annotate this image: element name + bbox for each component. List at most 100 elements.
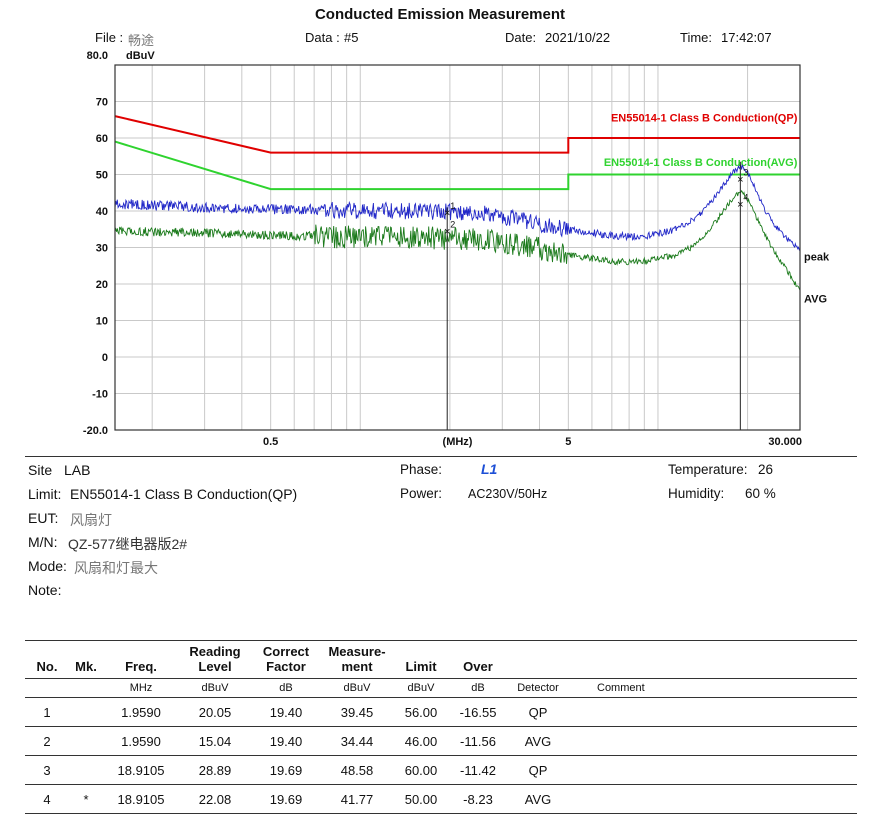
- table-cell: *: [69, 784, 103, 814]
- table-cell: 2: [25, 726, 69, 756]
- y-axis-tick-label: 20: [96, 279, 108, 291]
- y-axis-tick-label: 10: [96, 316, 108, 328]
- limit-value: EN55014-1 Class B Conduction(QP): [70, 486, 298, 502]
- table-cell: 28.89: [179, 755, 251, 785]
- column-unit: dBuV: [321, 678, 393, 698]
- y-axis-tick-label: 80.0: [87, 50, 108, 62]
- file-label: File :: [95, 30, 124, 45]
- table-cell: -16.55: [449, 697, 507, 727]
- table-cell: 60.00: [393, 755, 449, 785]
- model-number-value: QZ-577继电器版2#: [68, 536, 188, 552]
- table-cell: 41.77: [321, 784, 393, 814]
- column-header: [507, 640, 569, 679]
- data-value: #5: [344, 30, 359, 45]
- table-cell: [569, 755, 857, 785]
- limit-line: [114, 115, 800, 154]
- column-header: Measure- ment: [321, 640, 393, 679]
- plot-border: [114, 64, 801, 431]
- column-header: Mk.: [69, 640, 103, 679]
- column-unit: dBuV: [179, 678, 251, 698]
- marker-number: 1: [450, 201, 455, 211]
- column-header: Over: [449, 640, 507, 679]
- table-row: 3 18.9105 28.89 19.69 48.58 60.00 -11.42 QP: [25, 755, 857, 785]
- table-cell: 19.69: [251, 784, 321, 814]
- y-axis-tick-label: 50: [96, 170, 108, 182]
- date-value: 2021/10/22: [545, 30, 611, 45]
- column-header: [569, 640, 857, 679]
- table-cell: 19.69: [251, 755, 321, 785]
- column-unit: dBuV: [393, 678, 449, 698]
- temperature-label: Temperature:: [668, 462, 748, 477]
- table-cell: 39.45: [321, 697, 393, 727]
- date-label: Date:: [505, 30, 537, 45]
- file-value: 畅途: [128, 33, 155, 48]
- x-axis-unit-label: (MHz): [443, 436, 473, 448]
- data-label: Data :: [305, 30, 340, 45]
- column-unit: Detector: [507, 678, 569, 698]
- column-unit: [25, 678, 69, 698]
- x-axis-tick-label: 30.000: [768, 436, 802, 448]
- table-cell: 3: [25, 755, 69, 785]
- table-cell: 18.9105: [103, 755, 179, 785]
- y-axis-tick-label: -20.0: [83, 425, 108, 437]
- eut-label: EUT:: [28, 510, 59, 526]
- table-row: 4 * 18.9105 22.08 19.69 41.77 50.00 -8.23 AVG: [25, 784, 857, 814]
- model-number-label: M/N:: [28, 534, 58, 550]
- table-cell: 20.05: [179, 697, 251, 727]
- column-unit: Comment: [569, 678, 857, 698]
- y-axis-tick-label: 40: [96, 206, 108, 218]
- table-cell: 19.40: [251, 697, 321, 727]
- y-axis-unit-label: dBuV: [126, 50, 155, 62]
- marker-number: 4: [743, 193, 748, 203]
- table-cell: 56.00: [393, 697, 449, 727]
- y-axis-tick-label: 0: [102, 352, 108, 364]
- table-cell: 1.9590: [103, 726, 179, 756]
- table-cell: 1.9590: [103, 697, 179, 727]
- table-cell: 18.9105: [103, 784, 179, 814]
- humidity-label: Humidity:: [668, 486, 725, 501]
- site-value: LAB: [64, 462, 91, 478]
- marker-number: 2: [450, 219, 455, 229]
- table-cell: AVG: [507, 784, 569, 814]
- eut-value: 风扇灯: [70, 512, 112, 528]
- table-units-row: MHz dBuV dB dBuV dBuV dB Detector Comment: [25, 678, 857, 698]
- table-cell: [569, 726, 857, 756]
- x-axis-tick-label: 0.5: [263, 436, 278, 448]
- table-cell: 1: [25, 697, 69, 727]
- limit-label: Limit:: [28, 486, 62, 502]
- table-cell: [569, 784, 857, 814]
- limit-line-label: EN55014-1 Class B Conduction(QP): [611, 113, 798, 125]
- time-label: Time:: [680, 30, 713, 45]
- table-row: 1 1.9590 20.05 19.40 39.45 56.00 -16.55 QP: [25, 697, 857, 727]
- marker-x-icon: ×: [737, 199, 743, 211]
- mode-value: 风扇和灯最大: [74, 560, 158, 576]
- column-header: Correct Factor: [251, 640, 321, 679]
- time-value: 17:42:07: [721, 30, 772, 45]
- table-cell: 4: [25, 784, 69, 814]
- column-unit: dB: [449, 678, 507, 698]
- humidity-value: 60 %: [745, 486, 776, 501]
- y-axis-tick-label: 70: [96, 97, 108, 109]
- table-cell: -11.56: [449, 726, 507, 756]
- power-value: AC230V/50Hz: [468, 487, 548, 501]
- column-header: Limit: [393, 640, 449, 679]
- table-cell: 34.44: [321, 726, 393, 756]
- x-axis-tick-label: 5: [565, 436, 571, 448]
- table-cell: [569, 697, 857, 727]
- column-header: Freq.: [103, 640, 179, 679]
- divider-line: [25, 456, 857, 457]
- trace-AVG: [114, 189, 801, 291]
- table-cell: 15.04: [179, 726, 251, 756]
- marker-x-icon: ×: [737, 174, 743, 186]
- table-cell: [69, 697, 103, 727]
- table-row: 2 1.9590 15.04 19.40 34.44 46.00 -11.56 AVG: [25, 726, 857, 756]
- page-title: Conducted Emission Measurement: [314, 6, 566, 23]
- table-cell: 46.00: [393, 726, 449, 756]
- trace-label: AVG: [804, 293, 827, 305]
- emission-chart: 80.0 70 60 50 40 30 20 10 0 -10 -20.0 dBuV 0.5 5 30.00…: [83, 50, 830, 448]
- table-cell: [69, 755, 103, 785]
- measurement-table: No. Mk. Freq. Reading Level Correct Factor Me…: [25, 640, 857, 814]
- y-axis-tick-label: -10: [92, 389, 108, 401]
- column-header: No.: [25, 640, 69, 679]
